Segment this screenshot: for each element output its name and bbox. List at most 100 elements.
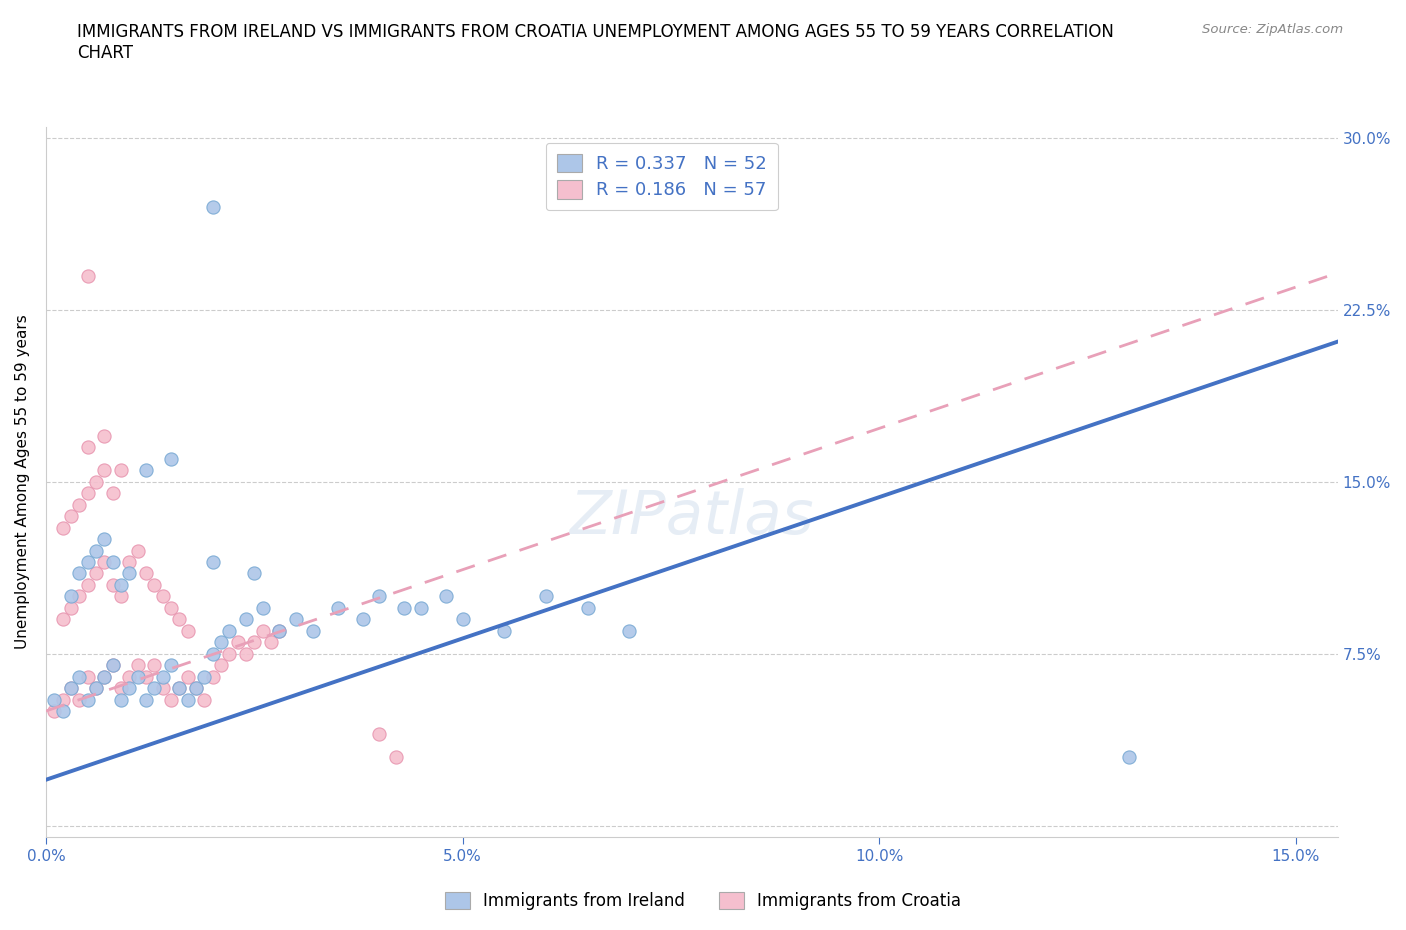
Point: [110, 681, 132, 696]
Point: [193, 692, 215, 707]
Point: [201, 554, 224, 569]
Point: [352, 612, 374, 627]
Point: [235, 646, 257, 661]
Point: [118, 670, 141, 684]
Point: [118, 681, 141, 696]
Point: [201, 670, 224, 684]
Point: [193, 670, 215, 684]
Text: IMMIGRANTS FROM IRELAND VS IMMIGRANTS FROM CROATIA UNEMPLOYMENT AMONG AGES 55 TO: IMMIGRANTS FROM IRELAND VS IMMIGRANTS FR…: [77, 23, 1114, 62]
Point: [184, 681, 207, 696]
Point: [84, 566, 107, 581]
Point: [67, 566, 90, 581]
Point: [52, 520, 75, 535]
Point: [101, 658, 124, 672]
Point: [160, 658, 183, 672]
Point: [127, 543, 149, 558]
Point: [285, 612, 308, 627]
Point: [110, 692, 132, 707]
Point: [93, 429, 115, 444]
Point: [269, 623, 291, 638]
Point: [101, 554, 124, 569]
Point: [44, 692, 66, 707]
Point: [434, 589, 457, 604]
Point: [110, 589, 132, 604]
Point: [67, 670, 90, 684]
Point: [59, 681, 82, 696]
Point: [118, 554, 141, 569]
Legend: R = 0.337   N = 52, R = 0.186   N = 57: R = 0.337 N = 52, R = 0.186 N = 57: [546, 142, 778, 210]
Point: [235, 612, 257, 627]
Point: [59, 681, 82, 696]
Text: ZIPatlas: ZIPatlas: [569, 488, 814, 547]
Point: [409, 601, 432, 616]
Point: [76, 485, 98, 500]
Point: [67, 589, 90, 604]
Point: [209, 635, 232, 650]
Point: [218, 623, 240, 638]
Point: [59, 589, 82, 604]
Point: [84, 543, 107, 558]
Point: [52, 612, 75, 627]
Point: [176, 623, 198, 638]
Point: [76, 670, 98, 684]
Point: [93, 670, 115, 684]
Point: [451, 612, 474, 627]
Point: [368, 726, 391, 741]
Point: [576, 601, 599, 616]
Point: [218, 646, 240, 661]
Point: [243, 566, 266, 581]
Point: [368, 589, 391, 604]
Point: [534, 589, 557, 604]
Point: [226, 635, 249, 650]
Point: [243, 635, 266, 650]
Point: [301, 623, 323, 638]
Point: [110, 578, 132, 592]
Point: [135, 463, 157, 478]
Point: [52, 692, 75, 707]
Point: [76, 692, 98, 707]
Point: [76, 268, 98, 283]
Point: [59, 509, 82, 524]
Point: [101, 658, 124, 672]
Point: [1118, 750, 1140, 764]
Point: [326, 601, 349, 616]
Point: [260, 635, 283, 650]
Point: [84, 474, 107, 489]
Point: [76, 554, 98, 569]
Point: [135, 692, 157, 707]
Point: [143, 681, 166, 696]
Point: [118, 566, 141, 581]
Point: [494, 623, 516, 638]
Point: [176, 670, 198, 684]
Point: [160, 601, 183, 616]
Point: [135, 566, 157, 581]
Point: [252, 623, 274, 638]
Point: [394, 601, 416, 616]
Point: [127, 658, 149, 672]
Point: [201, 199, 224, 214]
Point: [143, 578, 166, 592]
Point: [135, 670, 157, 684]
Point: [76, 578, 98, 592]
Point: [76, 440, 98, 455]
Point: [93, 554, 115, 569]
Point: [67, 692, 90, 707]
Point: [101, 485, 124, 500]
Point: [93, 670, 115, 684]
Point: [84, 681, 107, 696]
Point: [44, 704, 66, 719]
Text: Source: ZipAtlas.com: Source: ZipAtlas.com: [1202, 23, 1343, 36]
Point: [110, 463, 132, 478]
Point: [52, 704, 75, 719]
Point: [209, 658, 232, 672]
Point: [93, 463, 115, 478]
Point: [84, 681, 107, 696]
Point: [269, 623, 291, 638]
Point: [127, 670, 149, 684]
Point: [176, 692, 198, 707]
Point: [152, 670, 174, 684]
Point: [169, 681, 191, 696]
Point: [152, 681, 174, 696]
Point: [67, 498, 90, 512]
Point: [201, 646, 224, 661]
